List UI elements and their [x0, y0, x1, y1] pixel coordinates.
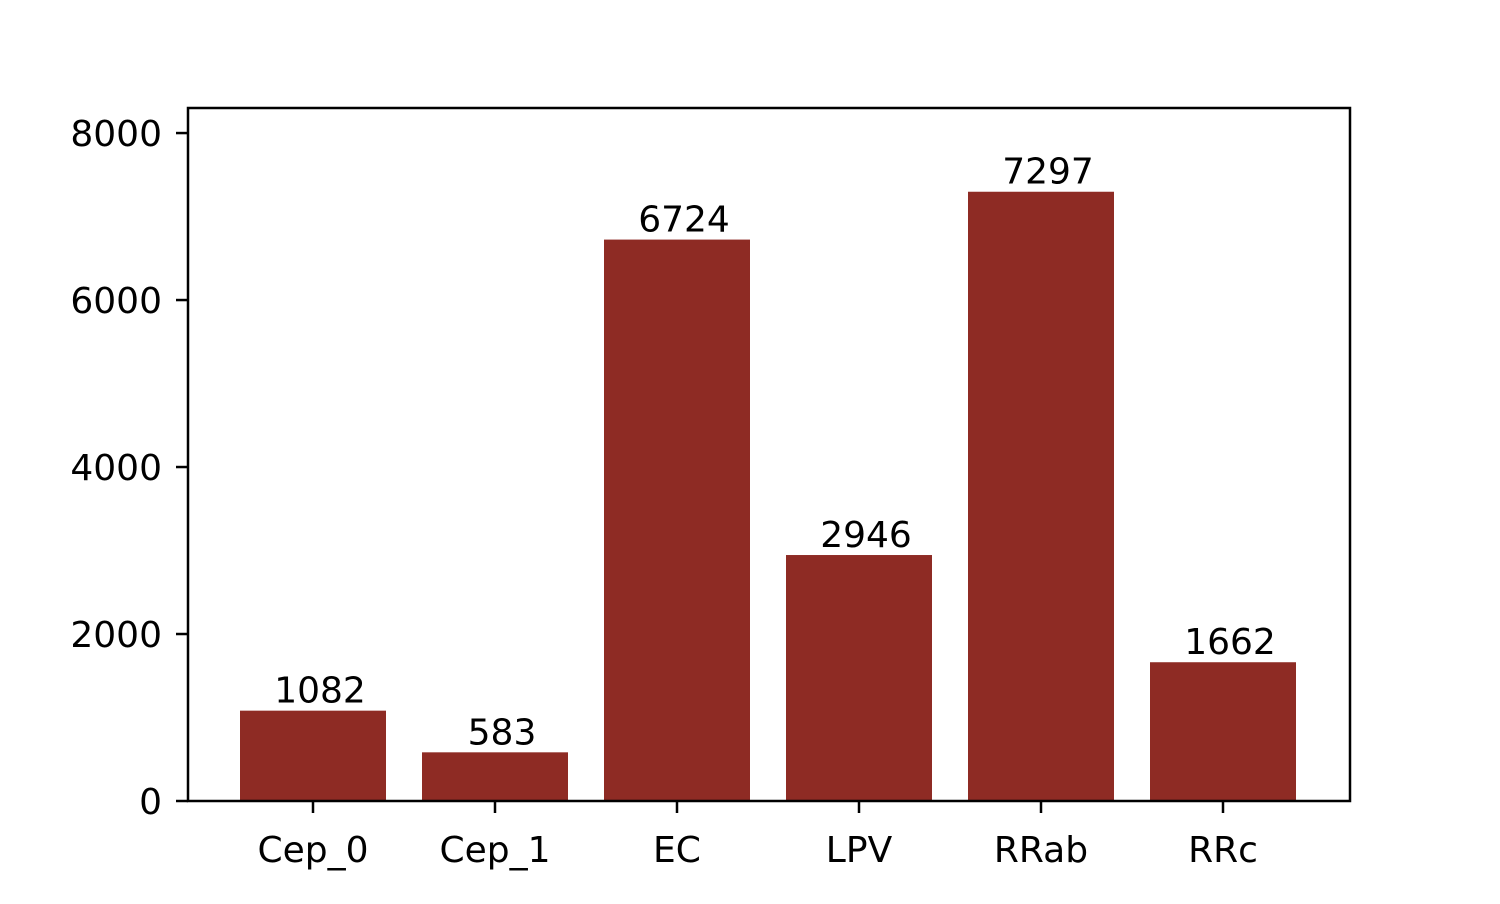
data-label-cep-0: 1082 [274, 671, 366, 712]
x-tick-label-cep-1: Cep_1 [439, 830, 550, 871]
data-label-rrab: 7297 [1002, 152, 1094, 193]
value-labels-layer: 1082 583 6724 2946 7297 1662 [274, 152, 1276, 754]
data-label-rrc: 1662 [1184, 622, 1276, 663]
x-tick-label-lpv: LPV [826, 830, 893, 871]
data-label-ec: 6724 [638, 200, 730, 241]
bar-rrc [1150, 662, 1296, 801]
bar-cep-0 [240, 710, 386, 801]
x-tick-label-rrc: RRc [1188, 830, 1258, 871]
bar-ec [604, 239, 750, 802]
bars-layer [240, 191, 1296, 802]
y-tick-label-6000: 6000 [70, 281, 162, 322]
data-label-lpv: 2946 [820, 515, 912, 556]
bar-rrab [968, 191, 1114, 802]
data-label-cep-1: 583 [468, 712, 537, 753]
plot-frame [186, 106, 1352, 803]
x-tick-label-cep-0: Cep_0 [257, 830, 368, 871]
y-tick-label-8000: 8000 [70, 114, 162, 155]
x-tick-label-ec: EC [653, 830, 701, 871]
bar-lpv [786, 555, 932, 801]
y-tick-label-2000: 2000 [70, 615, 162, 656]
x-tick-label-rrab: RRab [994, 830, 1088, 871]
x-axis: Cep_0 Cep_1 EC LPV RRab RRc [257, 801, 1258, 871]
y-tick-label-4000: 4000 [70, 448, 162, 489]
bar-cep-1 [422, 752, 568, 801]
y-tick-label-0: 0 [139, 782, 162, 823]
y-axis: 0 2000 4000 6000 8000 [70, 114, 188, 823]
